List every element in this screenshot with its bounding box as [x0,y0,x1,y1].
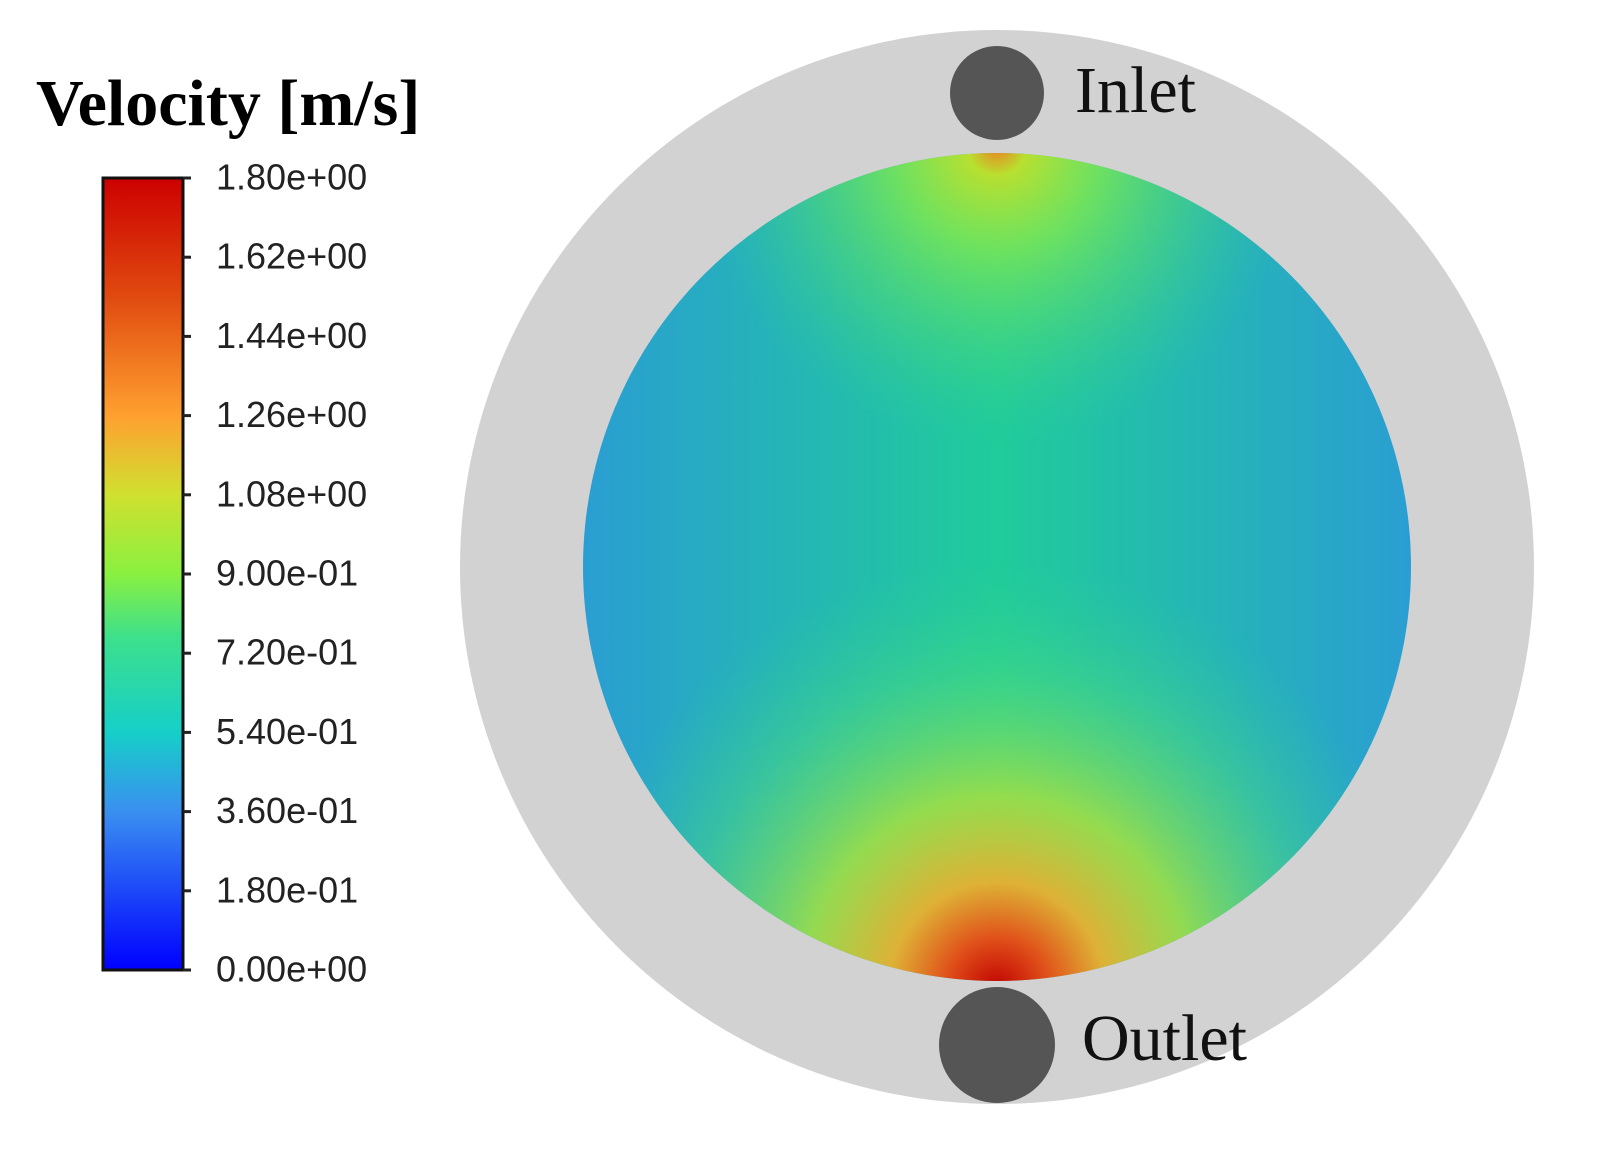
colorbar-ticks: 1.80e+00 1.62e+00 1.44e+00 1.26e+00 1.08e+00… [183,157,367,990]
tick-label: 5.40e-01 [216,711,358,752]
tick-label: 1.44e+00 [216,315,367,356]
tick-label: 1.80e-01 [216,869,358,910]
tick-label: 7.20e-01 [216,632,358,673]
tick-label: 1.62e+00 [216,236,367,277]
tick-label: 1.08e+00 [216,473,367,514]
tick-label: 1.26e+00 [216,394,367,435]
tick-label: 0.00e+00 [216,949,367,990]
outlet-port [939,987,1055,1103]
outlet-label: Outlet [1082,1002,1247,1075]
inlet-label: Inlet [1075,54,1196,127]
colorbar [101,176,185,972]
tick-label: 9.00e-01 [216,553,358,594]
tick-label: 1.80e+00 [216,157,367,198]
tick-label: 3.60e-01 [216,790,358,831]
velocity-contour [583,153,1411,981]
legend-title: Velocity [m/s] [36,67,420,140]
inlet-port [950,46,1044,140]
